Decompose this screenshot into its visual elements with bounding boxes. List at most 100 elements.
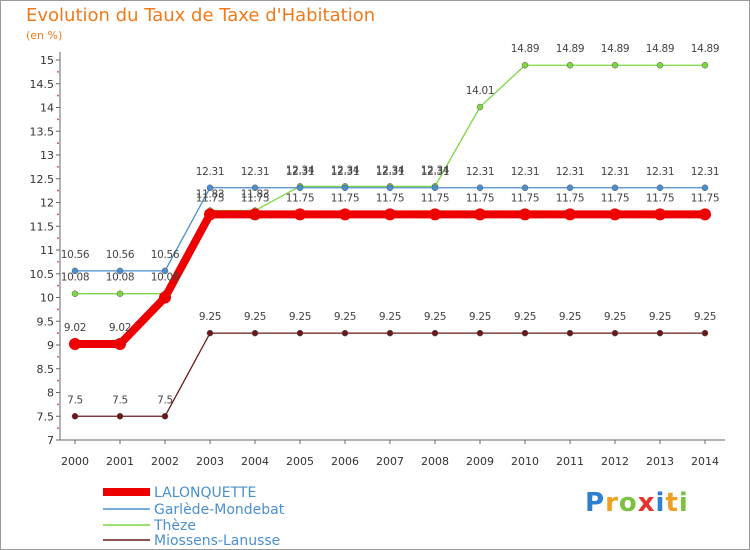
data-label: 12.34 xyxy=(331,164,360,176)
data-point xyxy=(431,184,439,192)
y-minor-tick xyxy=(57,403,59,406)
data-label: 9.25 xyxy=(604,311,626,323)
legend-label: Miossens-Lanusse xyxy=(154,533,280,549)
logo-letter: o xyxy=(618,488,638,518)
data-point xyxy=(116,290,124,297)
data-point xyxy=(71,290,79,297)
chart-subtitle: (en %) xyxy=(26,29,63,42)
data-label: 9.25 xyxy=(514,311,536,323)
data-point xyxy=(566,61,574,69)
data-label: 12.31 xyxy=(466,166,495,178)
data-label: 12.31 xyxy=(691,166,720,178)
data-point xyxy=(339,208,351,221)
data-label: 10.08 xyxy=(151,272,180,284)
y-tick-label: 14 xyxy=(40,102,54,115)
data-label: 12.31 xyxy=(376,166,405,178)
data-point xyxy=(521,329,529,337)
x-tick-label: 2006 xyxy=(331,455,359,468)
y-tick-label: 8 xyxy=(47,387,54,400)
data-label: 9.25 xyxy=(649,311,671,323)
data-point xyxy=(476,103,484,111)
logo-letter: x xyxy=(637,488,656,518)
y-minor-tick xyxy=(57,284,59,287)
data-label: 12.31 xyxy=(286,166,315,178)
data-label: 14.89 xyxy=(556,43,585,55)
data-point xyxy=(71,267,79,275)
legend-label: Garlède-Mondebat xyxy=(154,502,285,518)
data-label: 9.25 xyxy=(199,311,221,323)
x-tick-label: 2002 xyxy=(151,455,179,468)
data-point xyxy=(611,329,619,337)
y-minor-tick xyxy=(57,427,59,430)
data-point xyxy=(519,208,531,221)
data-point xyxy=(296,184,304,192)
data-point xyxy=(656,329,664,337)
y-tick-label: 14.5 xyxy=(30,78,55,91)
data-label: 12.31 xyxy=(331,166,360,178)
data-label: 14.89 xyxy=(646,43,675,55)
data-label: 11.75 xyxy=(286,192,315,204)
data-label: 11.83 xyxy=(196,189,225,201)
x-tick-label: 2011 xyxy=(556,455,584,468)
data-point xyxy=(474,208,486,221)
data-label: 11.75 xyxy=(376,192,405,204)
data-point xyxy=(521,61,529,69)
data-label: 9.02 xyxy=(109,322,131,334)
data-point xyxy=(429,208,441,221)
data-point xyxy=(69,338,81,351)
data-label: 12.31 xyxy=(196,166,225,178)
data-point xyxy=(116,267,124,275)
y-minor-tick xyxy=(57,332,59,335)
legend-label: LALONQUETTE xyxy=(154,485,256,501)
data-point xyxy=(114,338,126,351)
y-tick-label: 10.5 xyxy=(30,268,55,281)
data-point xyxy=(294,208,306,221)
y-tick-label: 13.5 xyxy=(30,125,55,138)
data-label: 11.75 xyxy=(466,192,495,204)
data-point xyxy=(611,184,619,192)
y-minor-tick xyxy=(57,237,59,240)
data-point xyxy=(564,208,576,221)
data-point xyxy=(701,329,709,337)
data-point xyxy=(476,184,484,192)
data-label: 14.89 xyxy=(691,43,720,55)
logo-letter: P xyxy=(585,488,606,518)
data-label: 12.31 xyxy=(421,166,450,178)
data-label: 12.34 xyxy=(376,164,405,176)
y-tick-label: 8.5 xyxy=(37,363,55,376)
data-label: 9.25 xyxy=(559,311,581,323)
data-point xyxy=(384,208,396,221)
x-tick-label: 2000 xyxy=(61,455,89,468)
data-label: 9.02 xyxy=(64,322,86,334)
y-tick-label: 11 xyxy=(40,244,54,257)
data-label: 10.08 xyxy=(61,272,90,284)
data-label: 10.56 xyxy=(151,249,180,261)
data-point xyxy=(701,61,709,69)
data-point xyxy=(701,184,709,192)
logo-letter: i xyxy=(678,488,689,518)
data-label: 14.89 xyxy=(511,43,540,55)
y-minor-tick xyxy=(57,213,59,216)
data-label: 9.25 xyxy=(244,311,266,323)
x-tick-label: 2005 xyxy=(286,455,314,468)
data-label: 9.25 xyxy=(289,311,311,323)
data-label: 14.01 xyxy=(466,85,495,97)
data-label: 7.5 xyxy=(112,394,128,406)
data-label: 11.75 xyxy=(556,192,585,204)
y-minor-tick xyxy=(57,118,59,121)
x-tick-label: 2001 xyxy=(106,455,134,468)
x-tick-label: 2010 xyxy=(511,455,539,468)
y-minor-tick xyxy=(57,260,59,263)
x-tick-label: 2013 xyxy=(646,455,674,468)
data-point xyxy=(206,184,214,192)
y-minor-tick xyxy=(57,355,59,358)
y-tick-label: 11.5 xyxy=(30,220,55,233)
data-label: 11.75 xyxy=(421,192,450,204)
data-label: 12.31 xyxy=(556,166,585,178)
logo-letter: r xyxy=(605,488,619,518)
data-label: 12.31 xyxy=(646,166,675,178)
data-label: 11.75 xyxy=(691,192,720,204)
data-point xyxy=(386,184,394,192)
data-point xyxy=(204,208,216,221)
